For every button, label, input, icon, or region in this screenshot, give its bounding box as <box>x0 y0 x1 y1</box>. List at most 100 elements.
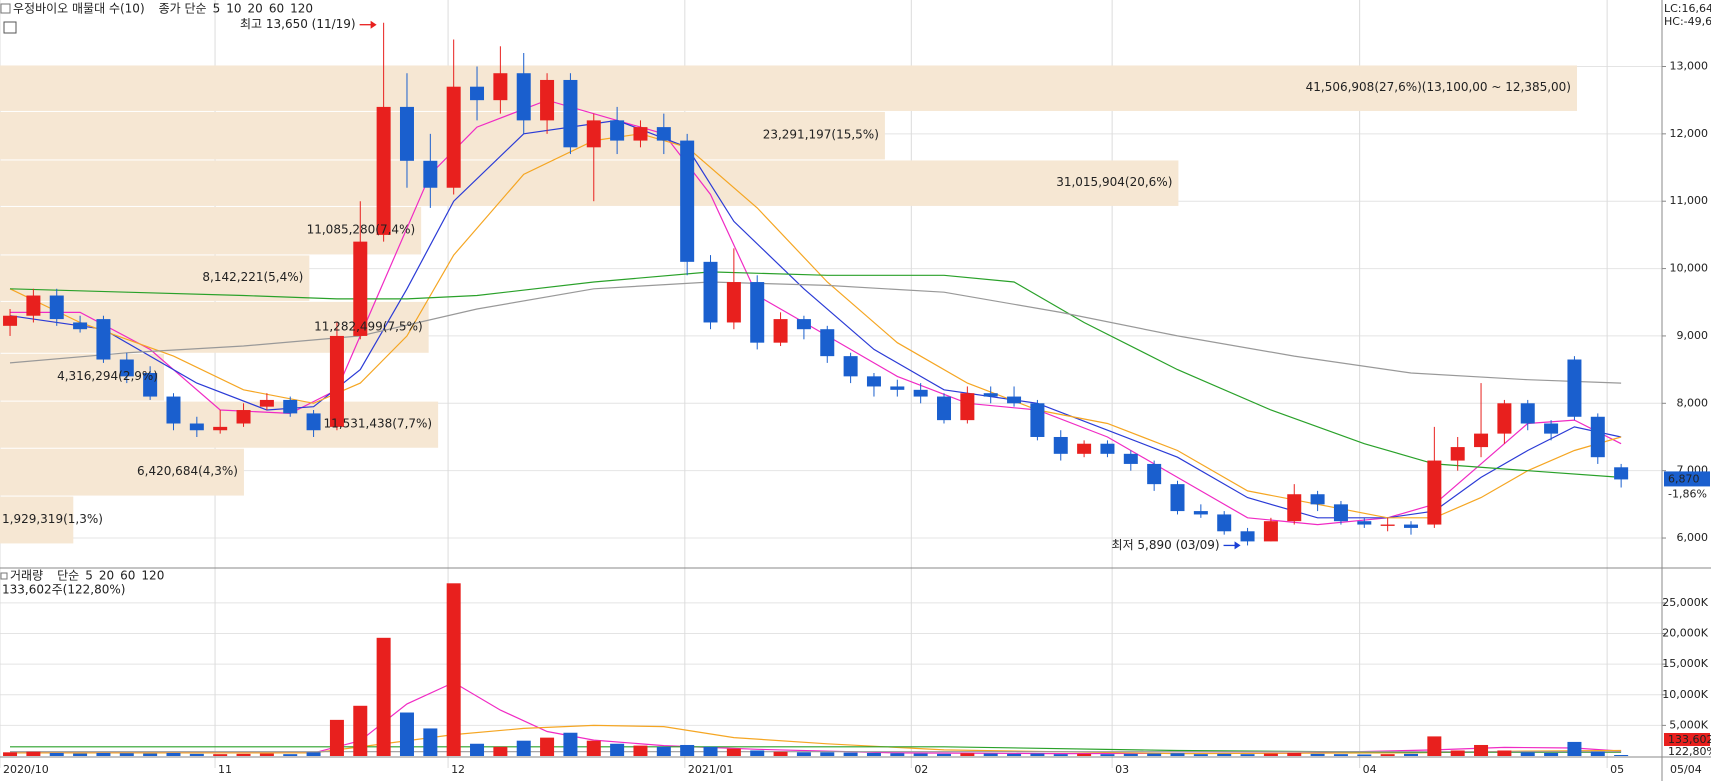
candle-body <box>1380 524 1395 526</box>
x-tick-label: 2020/10 <box>3 763 49 776</box>
band-label: 23,291,197(15,5%) <box>763 128 879 142</box>
volume-bar <box>633 745 648 756</box>
legend-entry: 20 <box>99 569 114 583</box>
y-tick-label: 10,000K <box>1662 688 1708 701</box>
volume-bar <box>1450 750 1465 756</box>
candle-body <box>563 79 578 148</box>
candle-body <box>1403 524 1418 528</box>
last-date: 05/04 <box>1670 763 1702 776</box>
volume-bar <box>446 583 461 756</box>
legend-entry: 거래량 <box>10 569 43 583</box>
volume-bar <box>866 752 881 756</box>
legend-entry: 60 <box>120 569 135 583</box>
volume-bar <box>166 752 181 756</box>
candle-body <box>820 329 835 357</box>
volume-band <box>0 65 1577 111</box>
volume-bar <box>3 752 18 756</box>
x-tick-label: 12 <box>451 763 465 776</box>
candle-body <box>259 399 274 407</box>
volume-bar <box>1520 752 1535 756</box>
volume-bar <box>189 753 204 756</box>
last-volume-pct: 122,80% <box>1668 745 1711 758</box>
candle-body <box>26 295 41 316</box>
y-tick-label: 13,000 <box>1670 59 1709 72</box>
candle-body <box>1474 433 1489 448</box>
volume-bar <box>1380 754 1395 756</box>
band-label: 41,506,908(27,6%)(13,100,00 ~ 12,385,00) <box>1306 80 1571 94</box>
candle-body <box>843 356 858 377</box>
candle-body <box>1357 521 1372 525</box>
candle-body <box>1100 443 1115 454</box>
candle-body <box>446 86 461 188</box>
legend-entry: 10 <box>226 2 241 16</box>
candle-body <box>1030 403 1045 437</box>
volume-bar <box>563 732 578 756</box>
legend-icon <box>0 572 8 580</box>
volume-bar <box>1497 750 1512 756</box>
candle-body <box>1170 484 1185 512</box>
hc-label: HC:-49,6 <box>1664 15 1711 28</box>
volume-bar <box>1077 753 1092 756</box>
legend-entry: 120 <box>141 569 164 583</box>
ma-line <box>9 133 1622 519</box>
volume-band <box>0 496 74 544</box>
candle-body <box>1590 416 1605 458</box>
volume-bar <box>1217 753 1232 756</box>
band-label: 6,420,684(4,3%) <box>137 464 238 478</box>
extreme-label: 최저 5,890 (03/09) <box>1112 538 1220 552</box>
volume-bar <box>540 737 555 756</box>
candle-body <box>983 393 998 397</box>
candle-body <box>119 359 134 377</box>
y-tick-label: 11,000 <box>1670 194 1709 207</box>
candle-body <box>680 140 695 262</box>
volume-bar <box>843 752 858 756</box>
volume-bar <box>493 746 508 756</box>
band-label: 31,015,904(20,6%) <box>1056 175 1172 189</box>
band-label: 11,531,438(7,7%) <box>324 417 433 431</box>
candle-body <box>703 261 718 323</box>
candle-body <box>1147 463 1162 485</box>
candle-body <box>866 376 881 387</box>
candle-body <box>73 322 88 330</box>
x-tick-label: 11 <box>218 763 232 776</box>
band-label: 11,282,499(7,5%) <box>314 319 423 333</box>
legend-entry: 5 <box>85 569 93 583</box>
candle-body <box>937 396 952 421</box>
volume-bar <box>376 637 391 756</box>
x-tick-label: 05 <box>1610 763 1624 776</box>
legend-entry: 5 <box>213 2 221 16</box>
volume-bar <box>96 752 111 756</box>
x-tick-label: 02 <box>914 763 928 776</box>
volume-bar <box>1403 753 1418 756</box>
last-volume-box <box>1664 733 1710 746</box>
volume-bar <box>1053 754 1068 756</box>
band-label: 8,142,221(5,4%) <box>202 270 303 284</box>
candle-body <box>3 315 18 326</box>
volume-bar <box>1333 754 1348 756</box>
legend-entry: 우정바이오 매물대 수(10) <box>13 2 145 16</box>
candle-body <box>143 372 158 397</box>
volume-bar <box>1193 754 1208 756</box>
legend-entry: 종가 단순 <box>159 2 207 16</box>
volume-bar <box>353 705 368 756</box>
volume-bar <box>73 753 88 756</box>
volume-bar <box>820 752 835 756</box>
axes: 6,0007,0008,0009,00010,00011,00012,00013… <box>3 2 1711 776</box>
candle-body <box>750 282 765 343</box>
volume-bar <box>1567 741 1582 756</box>
ma-line <box>10 99 1622 526</box>
volume-band <box>0 111 885 160</box>
volume-bar <box>796 752 811 756</box>
volume-bar <box>259 753 274 756</box>
lc-label: LC:16,64 <box>1664 2 1711 15</box>
candle-body <box>586 120 601 148</box>
volume-bar <box>1590 751 1605 756</box>
candle-body <box>516 73 531 121</box>
volume-bar <box>1357 754 1372 756</box>
volume-bar <box>1544 752 1559 756</box>
table-icon[interactable] <box>3 21 17 34</box>
candle-body <box>726 282 741 323</box>
candle-body <box>1614 467 1629 480</box>
y-tick-label: 6,000 <box>1677 531 1709 544</box>
volume-bar <box>306 752 321 756</box>
